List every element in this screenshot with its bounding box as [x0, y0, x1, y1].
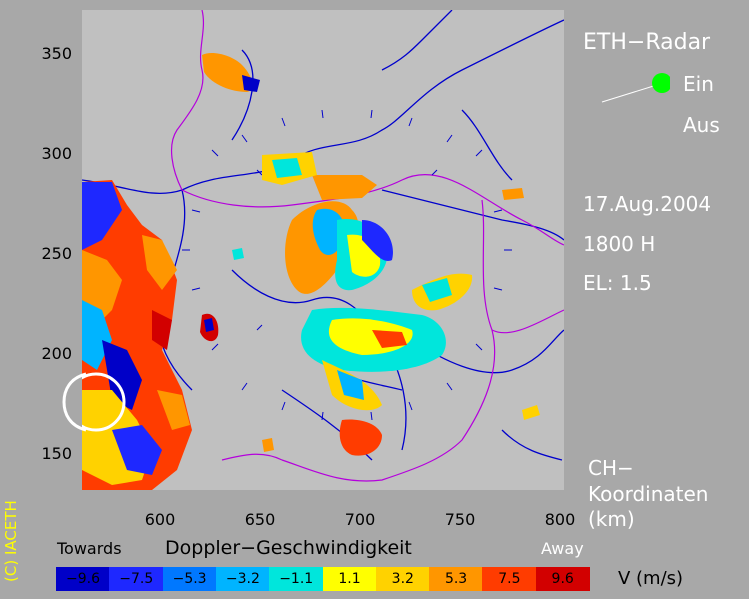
radar-echoes	[82, 53, 540, 490]
legend-unit-label: V (m/s)	[618, 568, 684, 589]
status-on-dot	[652, 73, 670, 93]
legend-bin: 3.2	[375, 567, 430, 591]
time-label: 1800 H	[583, 232, 656, 256]
map-canvas	[82, 10, 564, 490]
coord-unit-label: (km)	[588, 507, 635, 531]
x-tick-600: 600	[144, 510, 176, 529]
legend-bin: −1.1	[269, 567, 324, 591]
y-tick-300: 300	[41, 144, 72, 163]
copyright-label: (C) IACETH	[2, 500, 20, 582]
highlight-circle-left	[62, 372, 87, 432]
legend-towards-label: Towards	[57, 539, 122, 558]
legend-bin: 5.3	[429, 567, 484, 591]
legend-bin: −7.5	[109, 567, 164, 591]
borders	[171, 10, 564, 482]
radar-map	[82, 10, 564, 490]
legend-title: Doppler−Geschwindigkeit	[165, 537, 412, 559]
y-tick-250: 250	[41, 244, 72, 263]
legend-bin: 1.1	[322, 567, 377, 591]
y-tick-350: 350	[41, 44, 72, 63]
legend-bin: −5.3	[162, 567, 217, 591]
elevation-label: EL: 1.5	[583, 271, 652, 295]
highlight-circle	[82, 372, 126, 432]
status-indicator-line	[601, 73, 670, 103]
radar-title: ETH−Radar	[583, 30, 711, 55]
x-tick-800: 800	[544, 510, 576, 529]
status-on-label: Ein	[683, 72, 714, 96]
x-tick-700: 700	[344, 510, 376, 529]
range-ticks	[182, 109, 512, 421]
date-label: 17.Aug.2004	[583, 192, 712, 216]
x-tick-750: 750	[444, 510, 476, 529]
status-off-label: Aus	[683, 113, 720, 137]
legend-bin: −9.6	[56, 567, 110, 591]
legend-bin: 7.5	[482, 567, 537, 591]
y-tick-200: 200	[41, 344, 72, 363]
coord-label-line1: CH−	[588, 456, 634, 480]
y-tick-150: 150	[41, 444, 72, 463]
legend-away-label: Away	[541, 539, 584, 558]
x-tick-650: 650	[244, 510, 276, 529]
legend-bin: −3.2	[215, 567, 270, 591]
coord-label-line2: Koordinaten	[588, 482, 709, 506]
legend-bin: 9.6	[535, 567, 590, 591]
